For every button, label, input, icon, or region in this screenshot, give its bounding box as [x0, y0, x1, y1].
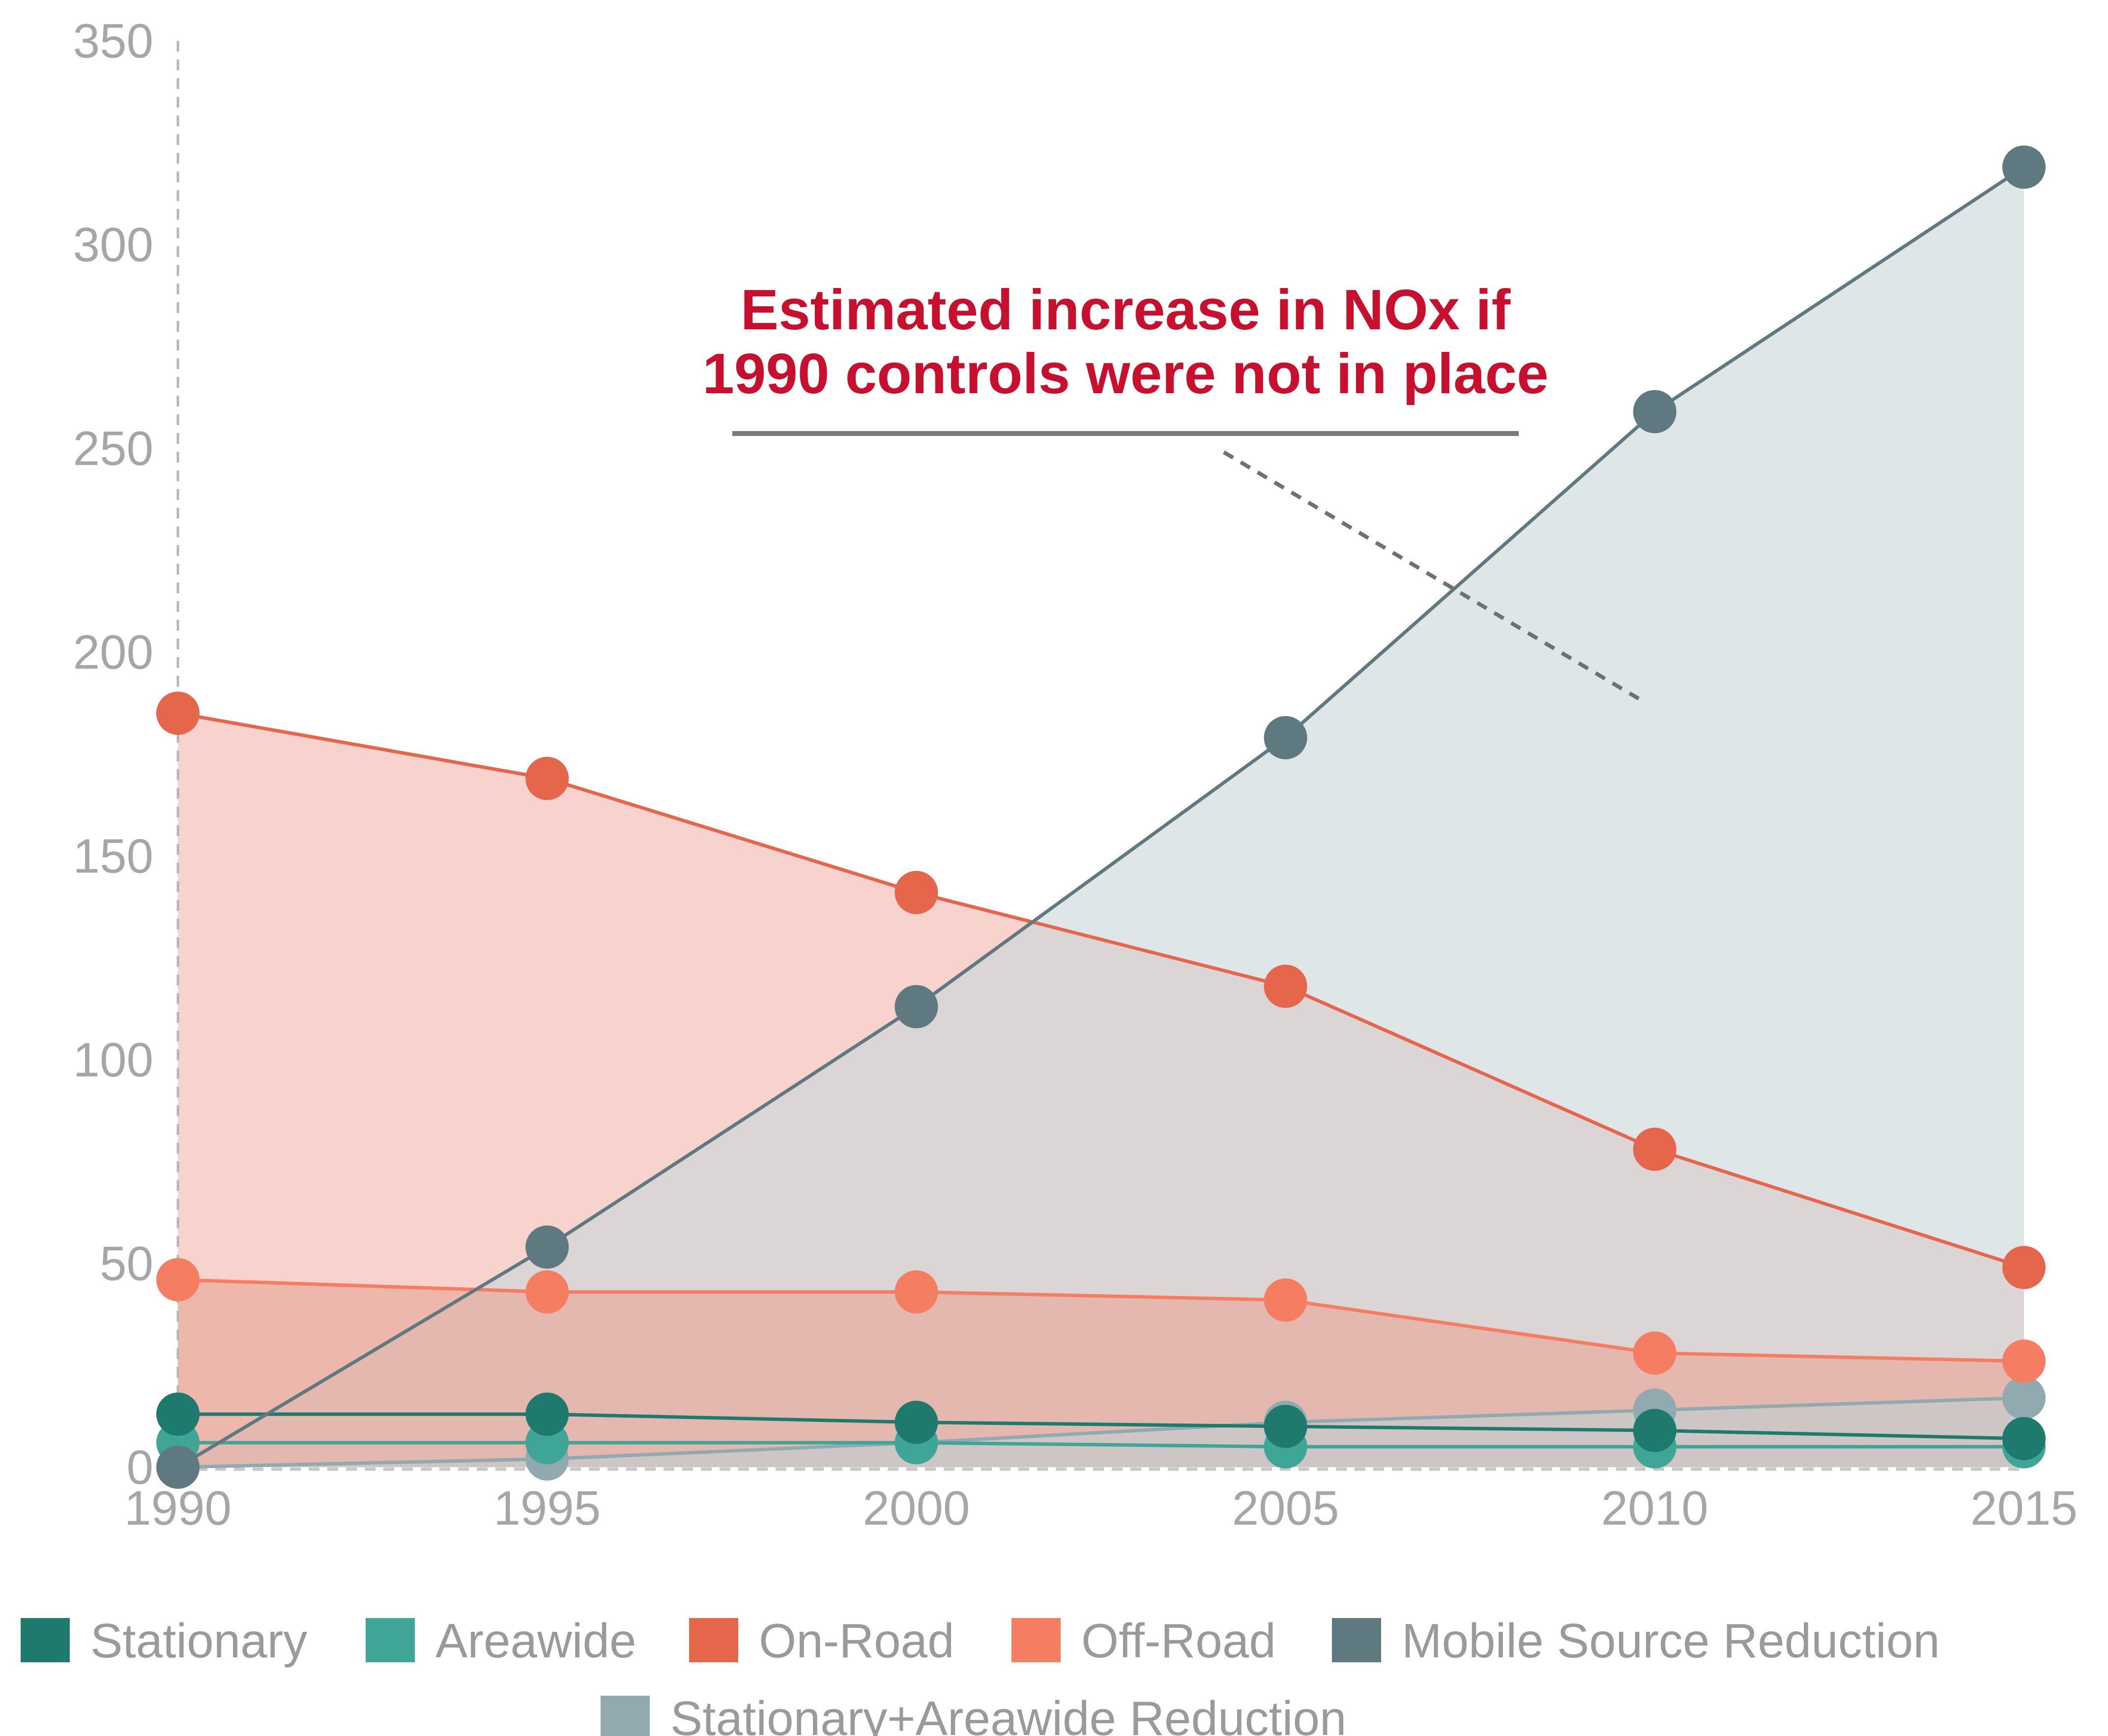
- stationary-areawide-reduction-line: [177, 1396, 2024, 1469]
- x-tick-label: 1995: [493, 1481, 601, 1535]
- mobile-source-reduction-area: [178, 167, 2024, 1468]
- x-tick-label: 2000: [863, 1481, 970, 1535]
- series-point-layer: [156, 145, 2046, 1489]
- y-tick-label: 50: [100, 1236, 153, 1290]
- mobile-source-reduction-point: [525, 1225, 569, 1269]
- on-road-point: [2002, 1245, 2046, 1289]
- off-road-point: [1633, 1331, 1676, 1375]
- x-tick-label: 2010: [1601, 1481, 1708, 1535]
- mobile-source-reduction-point: [1633, 390, 1676, 434]
- areawide-line: [178, 1441, 2024, 1449]
- legend-item-stationary: Stationary: [21, 1614, 307, 1668]
- annotation-line-2: 1990 controls were not in place: [702, 342, 1548, 405]
- legend-label: Areawide: [435, 1614, 636, 1668]
- x-tick-label: 2015: [1970, 1481, 2078, 1535]
- y-tick-label: 200: [73, 625, 153, 679]
- annotation: Estimated increase in NOx if 1990 contro…: [702, 278, 1643, 702]
- y-tick-label: 0: [126, 1440, 153, 1494]
- on-road-point: [1633, 1128, 1676, 1171]
- legend-swatch: [1332, 1618, 1381, 1662]
- legend-swatch: [1011, 1618, 1061, 1662]
- on-road-point: [895, 870, 938, 914]
- legend-swatch: [601, 1696, 650, 1736]
- legend-label: Stationary+Areawide Reduction: [670, 1691, 1347, 1736]
- mobile-source-reduction-point: [895, 985, 938, 1029]
- legend-swatch: [21, 1618, 70, 1662]
- stationary-point: [2002, 1417, 2046, 1460]
- y-tick-label: 150: [73, 829, 153, 883]
- mobile-source-reduction-point: [1264, 716, 1307, 759]
- legend-item-stationary-areawide-reduction: Stationary+Areawide Reduction: [601, 1691, 1347, 1736]
- off-road-point: [2002, 1339, 2046, 1383]
- legend-label: Mobile Source Reduction: [1402, 1614, 1940, 1668]
- off-road-point: [525, 1270, 569, 1314]
- x-tick-label: 2005: [1232, 1481, 1339, 1535]
- y-tick-label: 300: [73, 218, 153, 272]
- stationary-point: [156, 1392, 200, 1436]
- legend-item-mobile-source-reduction: Mobile Source Reduction: [1332, 1614, 1940, 1668]
- mobile-source-reduction-point: [2002, 145, 2046, 189]
- mobile-source-reduction-point: [156, 1446, 200, 1489]
- stationary-point: [1633, 1409, 1676, 1452]
- annotation-pointer: [1222, 450, 1643, 702]
- mobile-source-reduction-line: [177, 166, 2025, 1469]
- axis-layer: 0 50 100 150 200 250 300 350 1990 1995 2000 2005 201…: [73, 14, 2078, 1535]
- x-tick-label: 1990: [124, 1481, 231, 1535]
- stationary-areawide-reduction-point: [2002, 1376, 2046, 1420]
- annotation-line-1: Estimated increase in NOx if: [741, 278, 1511, 342]
- legend-swatch: [366, 1618, 415, 1662]
- legend-label: Off-Road: [1081, 1614, 1276, 1668]
- off-road-point: [1264, 1278, 1307, 1322]
- legend-item-on-road: On-Road: [689, 1614, 954, 1668]
- legend-label: On-Road: [759, 1614, 954, 1668]
- off-road-line: [177, 1278, 2024, 1363]
- legend-item-off-road: Off-Road: [1011, 1614, 1276, 1668]
- stationary-point: [895, 1400, 938, 1444]
- off-road-point: [156, 1258, 200, 1302]
- on-road-point: [525, 756, 569, 800]
- stationary-point: [525, 1392, 569, 1436]
- legend-item-areawide: Areawide: [366, 1614, 636, 1668]
- on-road-line: [177, 711, 2025, 1270]
- stationary-line: [178, 1412, 2024, 1441]
- y-tick-label: 100: [73, 1033, 153, 1087]
- legend-label: Stationary: [90, 1614, 307, 1668]
- legend-swatch: [689, 1618, 738, 1662]
- stationary-point: [1264, 1405, 1307, 1448]
- legend: Stationary Areawide On-Road Off-Road Mobile …: [21, 1614, 1940, 1736]
- y-tick-label: 350: [73, 14, 153, 68]
- series-line-layer: [177, 166, 2025, 1469]
- on-road-point: [1264, 964, 1307, 1008]
- on-road-point: [156, 692, 200, 735]
- off-road-point: [895, 1270, 938, 1314]
- y-tick-label: 250: [73, 421, 153, 475]
